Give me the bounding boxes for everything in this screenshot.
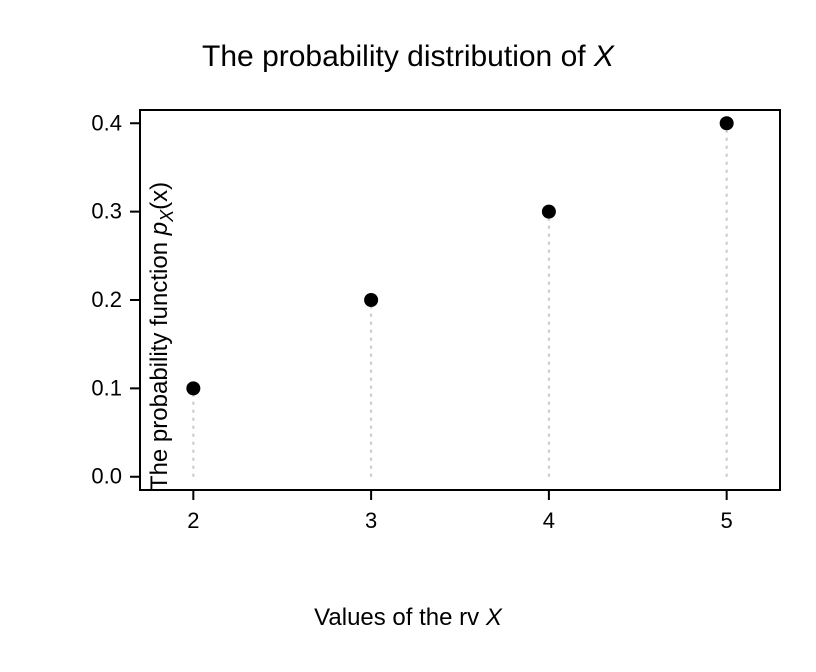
plot-border (140, 110, 780, 490)
y-tick-label: 0.3 (91, 199, 122, 224)
y-tick-label: 0.1 (91, 375, 122, 400)
x-tick-label: 5 (721, 508, 733, 533)
y-tick-label: 0.4 (91, 110, 122, 135)
x-tick-label: 4 (543, 508, 555, 533)
data-point (186, 381, 200, 395)
x-tick-label: 3 (365, 508, 377, 533)
data-point (542, 205, 556, 219)
plot-svg: 2 3 4 5 0.0 0.1 0.2 0.3 0.4 (0, 0, 816, 672)
data-point (720, 116, 734, 130)
y-tick-label: 0.0 (91, 464, 122, 489)
x-tick-label: 2 (187, 508, 199, 533)
y-tick-label: 0.2 (91, 287, 122, 312)
probability-distribution-chart: The probability distribution of X The pr… (0, 0, 816, 672)
data-point (364, 293, 378, 307)
